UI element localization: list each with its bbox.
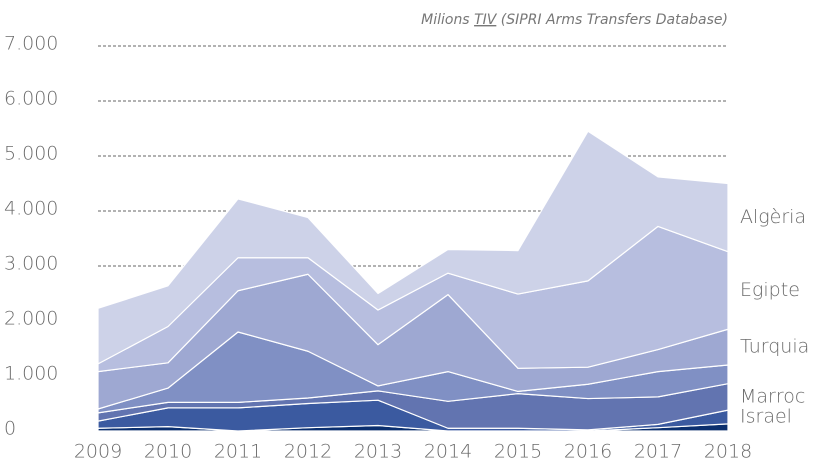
- y-tick-label: 2.000: [4, 308, 58, 330]
- x-tick-label: 2016: [564, 441, 612, 463]
- y-tick-label: 6.000: [4, 88, 58, 110]
- y-tick-label: 0: [4, 418, 16, 440]
- areas: [97, 130, 729, 432]
- x-tick-label: 2009: [74, 441, 122, 463]
- y-tick-label: 3.000: [4, 253, 58, 275]
- legend-label: Turquia: [740, 336, 809, 358]
- subtitle-part: (SIPRI Arms Transfers Database): [496, 12, 728, 28]
- x-tick-label: 2010: [144, 441, 192, 463]
- legend-label: Egipte: [740, 279, 800, 301]
- legend-label: Israel: [740, 405, 792, 427]
- area: [97, 130, 729, 365]
- y-tick-label: 5.000: [4, 143, 58, 165]
- chart-subtitle: Milions TIV (SIPRI Arms Transfers Databa…: [421, 12, 728, 28]
- y-tick-label: 4.000: [4, 198, 58, 220]
- y-tick-label: 7.000: [4, 33, 58, 55]
- x-tick-label: 2011: [214, 441, 262, 463]
- legend-label: Marroc: [740, 385, 805, 407]
- y-tick-label: 1.000: [4, 363, 58, 385]
- x-tick-label: 2013: [354, 441, 402, 463]
- x-tick-label: 2018: [704, 441, 752, 463]
- labels: 0 1.000 2.000 3.000 4.000 5.000 6.000 7.000 2009…: [4, 33, 809, 463]
- legend-label: Algèria: [740, 206, 806, 228]
- subtitle-part: TIV: [474, 12, 498, 28]
- x-tick-label: 2012: [284, 441, 332, 463]
- x-tick-label: 2014: [424, 441, 472, 463]
- x-tick-label: 2017: [634, 441, 682, 463]
- x-tick-label: 2015: [494, 441, 542, 463]
- subtitle-part: Milions: [421, 12, 474, 28]
